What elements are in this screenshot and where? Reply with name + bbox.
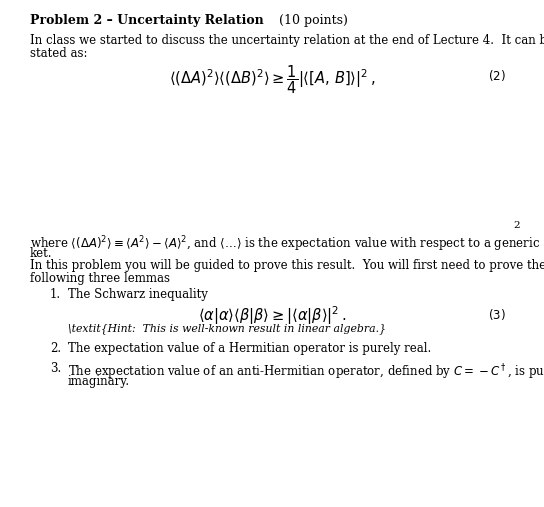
Text: following three lemmas: following three lemmas [30, 272, 170, 285]
Text: 2: 2 [513, 221, 520, 230]
Text: 2.: 2. [50, 342, 61, 355]
Text: $\langle(\Delta A)^2\rangle\langle(\Delta B)^2\rangle \geq \dfrac{1}{4}|\langle[: $\langle(\Delta A)^2\rangle\langle(\Delt… [169, 63, 375, 95]
Text: $\langle\alpha|\alpha\rangle\langle\beta|\beta\rangle \geq |\langle\alpha|\beta\: $\langle\alpha|\alpha\rangle\langle\beta… [198, 304, 346, 327]
Text: The expectation value of a Hermitian operator is purely real.: The expectation value of a Hermitian ope… [68, 342, 431, 355]
Text: $(3)$: $(3)$ [489, 307, 506, 322]
Text: Problem 2 – Uncertainty Relation: Problem 2 – Uncertainty Relation [30, 14, 264, 27]
Text: imaginary.: imaginary. [68, 375, 130, 388]
Text: In this problem you will be guided to prove this result.  You will first need to: In this problem you will be guided to pr… [30, 259, 544, 272]
Text: $(2)$: $(2)$ [489, 68, 506, 83]
Text: \textit{Hint:  This is well-known result in linear algebra.}: \textit{Hint: This is well-known result … [68, 323, 386, 334]
Text: 1.: 1. [50, 288, 61, 301]
Text: stated as:: stated as: [30, 47, 88, 60]
Text: 3.: 3. [50, 362, 61, 375]
Text: In class we started to discuss the uncertainty relation at the end of Lecture 4.: In class we started to discuss the uncer… [30, 34, 544, 47]
Text: where $\langle(\Delta A)^2\rangle \equiv \langle A^2\rangle - \langle A\rangle^2: where $\langle(\Delta A)^2\rangle \equiv… [30, 234, 540, 254]
Text: The expectation value of an anti-Hermitian operator, defined by $C = -C^\dagger$: The expectation value of an anti-Hermiti… [68, 362, 544, 382]
Text: ket.: ket. [30, 247, 53, 260]
Text: The Schwarz inequality: The Schwarz inequality [68, 288, 208, 301]
Text: (10 points): (10 points) [271, 14, 348, 27]
